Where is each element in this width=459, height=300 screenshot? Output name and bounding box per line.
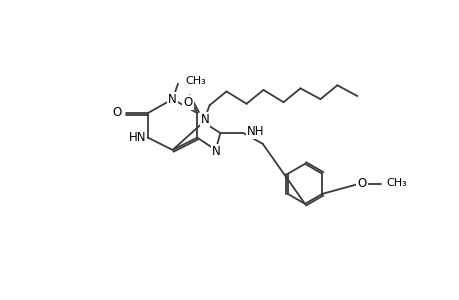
Text: O: O <box>112 106 122 119</box>
Text: CH₃: CH₃ <box>386 178 407 188</box>
Text: NH: NH <box>246 125 263 138</box>
Text: HN: HN <box>129 131 146 144</box>
Text: N: N <box>200 113 209 126</box>
Text: N: N <box>212 145 220 158</box>
Text: O: O <box>357 177 366 190</box>
Text: CH₃: CH₃ <box>185 76 206 86</box>
Text: N: N <box>168 93 177 106</box>
Text: O: O <box>183 96 192 109</box>
